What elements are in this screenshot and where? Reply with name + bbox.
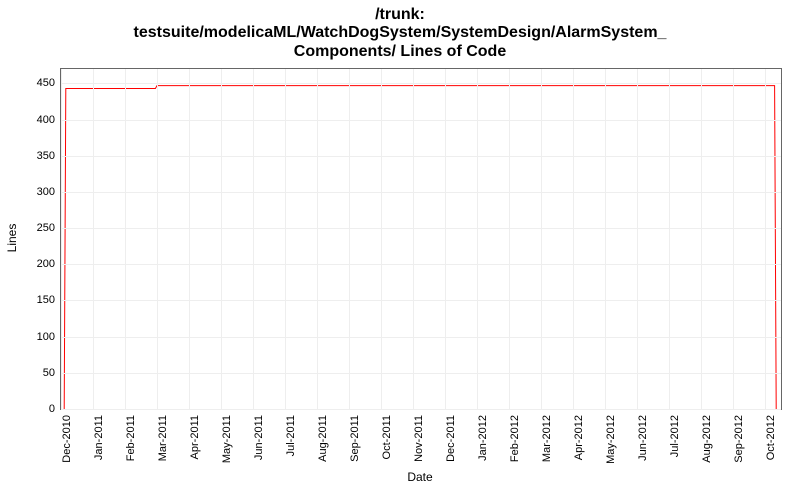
gridline-v xyxy=(509,69,510,409)
gridline-v xyxy=(541,69,542,409)
gridline-h xyxy=(61,192,781,193)
xtick-label: Apr-2011 xyxy=(189,393,201,437)
ytick-label: 350 xyxy=(37,150,55,162)
gridline-h xyxy=(61,120,781,121)
gridline-v xyxy=(605,69,606,409)
xtick-label: Jun-2011 xyxy=(253,392,265,437)
gridline-v xyxy=(221,69,222,409)
gridline-v xyxy=(573,69,574,409)
gridline-v xyxy=(381,69,382,409)
ytick-label: 250 xyxy=(37,222,55,234)
xtick-label: Jul-2011 xyxy=(285,394,297,435)
loc-chart: /trunk: testsuite/modelicaML/WatchDogSys… xyxy=(0,0,800,500)
xtick-label: May-2012 xyxy=(605,391,617,440)
xtick-label: Apr-2012 xyxy=(573,392,585,437)
gridline-h xyxy=(61,264,781,265)
gridline-v xyxy=(93,69,94,409)
title-line-1: /trunk: xyxy=(0,6,800,24)
gridline-v xyxy=(413,69,414,409)
gridline-v xyxy=(61,69,62,409)
ytick-label: 300 xyxy=(37,186,55,198)
xtick-label: Feb-2011 xyxy=(125,392,137,438)
xtick-label: May-2011 xyxy=(221,391,233,439)
title-line-3: Components/ Lines of Code xyxy=(0,43,800,61)
xtick-label: Dec-2011 xyxy=(445,392,457,439)
xtick-label: Jan-2011 xyxy=(93,392,105,437)
xtick-label: Jun-2012 xyxy=(637,392,649,438)
gridline-v xyxy=(125,69,126,409)
xtick-label: Oct-2012 xyxy=(765,392,777,437)
xtick-label: Mar-2011 xyxy=(157,392,169,438)
xtick-label: Aug-2011 xyxy=(317,392,329,439)
xtick-label: Aug-2012 xyxy=(701,391,713,439)
title-line-2: testsuite/modelicaML/WatchDogSystem/Syst… xyxy=(0,24,800,42)
gridline-h xyxy=(61,337,781,338)
gridline-h xyxy=(61,156,781,157)
gridline-h xyxy=(61,228,781,229)
gridline-v xyxy=(285,69,286,409)
gridline-h xyxy=(61,83,781,84)
xtick-label: Dec-2010 xyxy=(61,391,73,439)
chart-title: /trunk: testsuite/modelicaML/WatchDogSys… xyxy=(0,6,800,61)
ytick-label: 150 xyxy=(37,294,55,306)
ytick-label: 450 xyxy=(37,77,55,89)
ytick-label: 400 xyxy=(37,114,55,126)
ytick-label: 100 xyxy=(37,331,55,343)
gridline-v xyxy=(317,69,318,409)
plot-area: 050100150200250300350400450Dec-2010Jan-2… xyxy=(60,68,782,410)
ytick-label: 200 xyxy=(37,258,55,270)
xtick-label: Jan-2012 xyxy=(477,392,489,438)
x-axis-label: Date xyxy=(407,470,432,484)
xtick-label: Oct-2011 xyxy=(381,393,393,437)
xtick-label: Feb-2012 xyxy=(509,391,521,438)
gridline-v xyxy=(765,69,766,409)
ytick-label: 50 xyxy=(43,367,55,379)
xtick-label: Sep-2012 xyxy=(733,391,745,439)
gridline-v xyxy=(157,69,158,409)
gridline-h xyxy=(61,373,781,374)
gridline-v xyxy=(477,69,478,409)
gridline-v xyxy=(733,69,734,409)
gridline-v xyxy=(253,69,254,409)
gridline-v xyxy=(445,69,446,409)
xtick-label: Mar-2012 xyxy=(541,391,553,438)
gridline-v xyxy=(189,69,190,409)
xtick-label: Jul-2012 xyxy=(669,394,681,436)
xtick-label: Sep-2011 xyxy=(349,392,361,439)
gridline-v xyxy=(637,69,638,409)
y-axis-label: Lines xyxy=(5,224,19,253)
gridline-v xyxy=(701,69,702,409)
xtick-label: Nov-2011 xyxy=(413,392,425,439)
gridline-v xyxy=(669,69,670,409)
gridline-v xyxy=(349,69,350,409)
ytick-label: 0 xyxy=(49,403,55,415)
gridline-h xyxy=(61,300,781,301)
